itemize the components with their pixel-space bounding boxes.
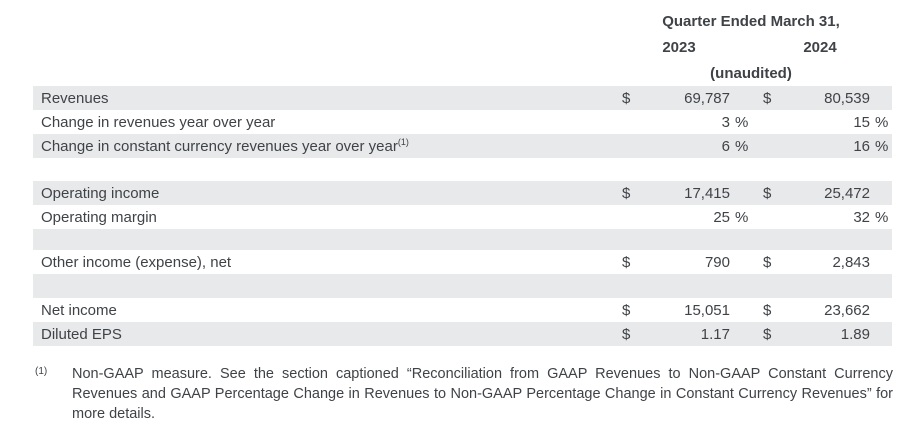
table-row: Other income (expense), net $790 $2,843 (33, 250, 892, 274)
cell-val1: 3 (640, 110, 730, 134)
row-label: Change in constant currency revenues yea… (33, 134, 610, 158)
cell-cur1 (610, 110, 640, 134)
cell-cur2: $ (748, 298, 785, 322)
cell-unit2 (870, 298, 892, 322)
cell-val1: 6 (640, 134, 730, 158)
table-row: Operating income $17,415 $25,472 (33, 181, 892, 205)
cell-val2: 15 (785, 110, 870, 134)
footnote-reference: (1) (397, 136, 409, 147)
row-label: Operating income (33, 181, 610, 205)
table-row: Net income $15,051 $23,662 (33, 298, 892, 322)
cell-unit1 (730, 322, 748, 346)
cell-val2: 2,843 (785, 250, 870, 274)
row-label: Operating margin (33, 205, 610, 229)
spacer-row (33, 158, 892, 181)
cell-cur1 (610, 134, 640, 158)
spacer-cell (33, 274, 892, 298)
cell-unit1: % (730, 134, 748, 158)
cell-cur2 (748, 110, 785, 134)
cell-val1: 69,787 (640, 86, 730, 110)
cell-val1: 790 (640, 250, 730, 274)
cell-cur2: $ (748, 181, 785, 205)
cell-cur2: $ (748, 322, 785, 346)
cell-val2: 16 (785, 134, 870, 158)
cell-cur2: $ (748, 86, 785, 110)
financial-table: Quarter Ended March 31, 2023 2024 (unaud… (33, 8, 892, 346)
cell-cur1: $ (610, 298, 640, 322)
cell-unit1 (730, 250, 748, 274)
quarter-ended-title: Quarter Ended March 31, (662, 12, 840, 30)
unaudited-label: (unaudited) (710, 64, 792, 82)
row-label: Change in revenues year over year (33, 110, 610, 134)
cell-val1: 15,051 (640, 298, 730, 322)
cell-val2: 23,662 (785, 298, 870, 322)
table-row: Change in constant currency revenues yea… (33, 134, 892, 158)
cell-unit2 (870, 86, 892, 110)
cell-val2: 25,472 (785, 181, 870, 205)
spacer-cell (33, 158, 892, 181)
spacer-cell (33, 229, 892, 250)
table-header-title-row: Quarter Ended March 31, (33, 8, 892, 34)
cell-val2: 32 (785, 205, 870, 229)
header-spacer (33, 34, 610, 60)
header-spacer (33, 60, 610, 86)
row-label: Net income (33, 298, 610, 322)
cell-unit2: % (870, 134, 892, 158)
row-label: Other income (expense), net (33, 250, 610, 274)
column-header-2024: 2024 (803, 38, 837, 56)
cell-unit1: % (730, 205, 748, 229)
cell-unit2 (870, 322, 892, 346)
cell-cur1: $ (610, 322, 640, 346)
cell-val1: 25 (640, 205, 730, 229)
cell-unit2: % (870, 205, 892, 229)
cell-unit2: % (870, 110, 892, 134)
cell-cur1: $ (610, 181, 640, 205)
footnote-text: Non-GAAP measure. See the section captio… (72, 366, 893, 422)
cell-unit1 (730, 181, 748, 205)
table-row: Revenues $69,787 $80,539 (33, 86, 892, 110)
column-header-2023: 2023 (662, 38, 696, 56)
row-label: Revenues (33, 86, 610, 110)
cell-val2: 80,539 (785, 86, 870, 110)
table-row: Diluted EPS $1.17 $1.89 (33, 322, 892, 346)
cell-val1: 17,415 (640, 181, 730, 205)
table-header-years-row: 2023 2024 (33, 34, 892, 60)
cell-unit1: % (730, 110, 748, 134)
cell-unit1 (730, 86, 748, 110)
table-row: Operating margin 25% 32% (33, 205, 892, 229)
footnote-marker: (1) (35, 366, 48, 377)
cell-cur2: $ (748, 250, 785, 274)
cell-cur1: $ (610, 86, 640, 110)
cell-unit1 (730, 298, 748, 322)
spacer-row (33, 229, 892, 250)
header-spacer (33, 8, 610, 34)
row-label: Diluted EPS (33, 322, 610, 346)
footnote: (1) Non-GAAP measure. See the section ca… (35, 364, 893, 424)
cell-unit2 (870, 250, 892, 274)
table-header-unaudited-row: (unaudited) (33, 60, 892, 86)
cell-cur1 (610, 205, 640, 229)
cell-unit2 (870, 181, 892, 205)
spacer-row (33, 274, 892, 298)
table-body: Revenues $69,787 $80,539 Change in revenues… (33, 86, 892, 346)
table-row: Change in revenues year over year 3% 15% (33, 110, 892, 134)
cell-cur1: $ (610, 250, 640, 274)
cell-cur2 (748, 134, 785, 158)
cell-val1: 1.17 (640, 322, 730, 346)
cell-val2: 1.89 (785, 322, 870, 346)
cell-cur2 (748, 205, 785, 229)
